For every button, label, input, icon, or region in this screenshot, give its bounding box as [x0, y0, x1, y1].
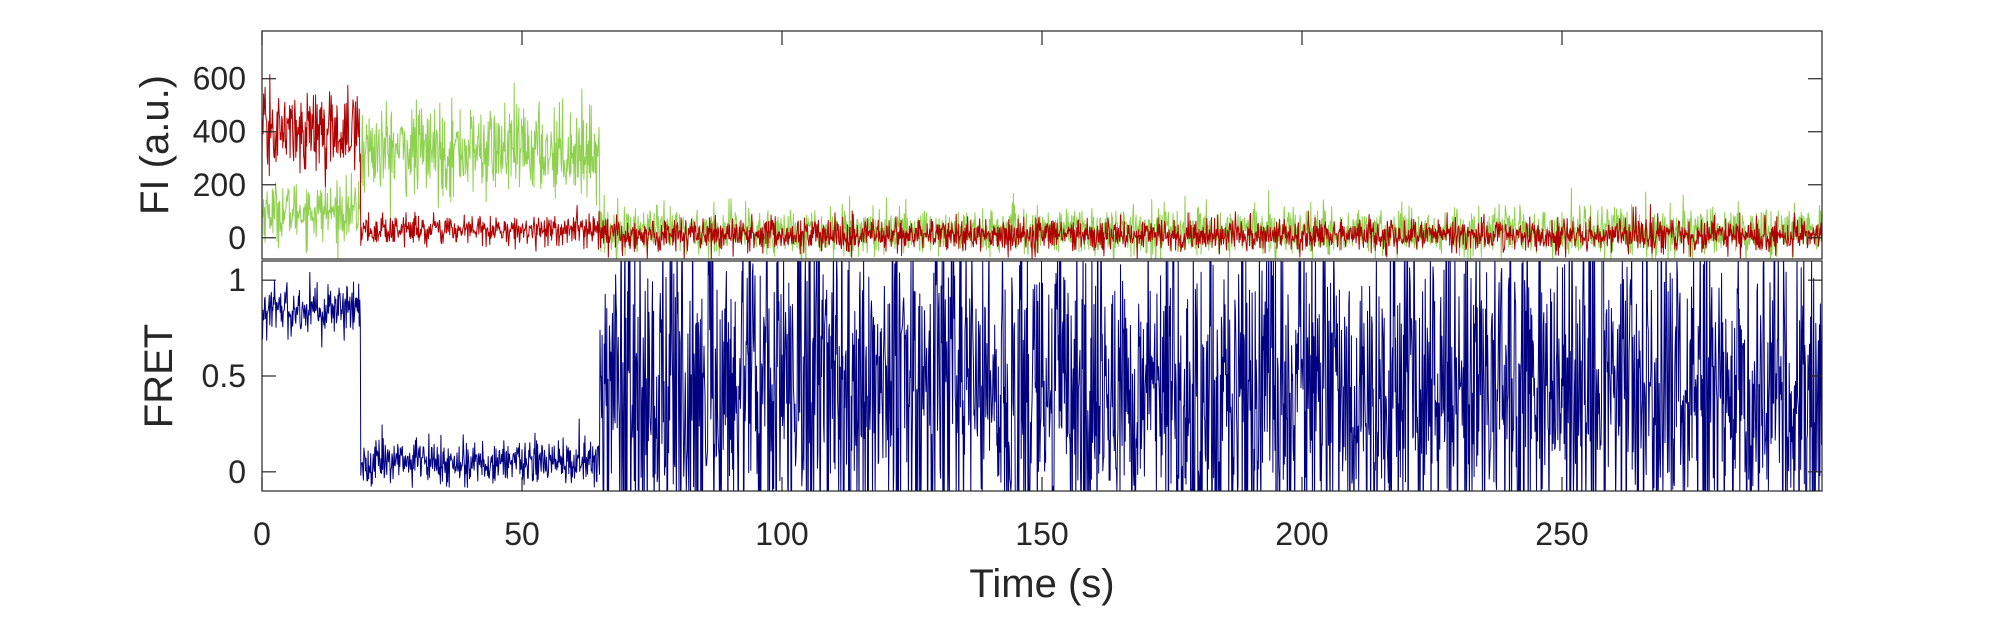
fret-axes-box: [261, 260, 1823, 492]
series-line-fi-0: [262, 82, 1822, 259]
fi-panel: 0 200 400 600 FI (a.u.): [133, 30, 1823, 260]
fi-y-tick-label: 0: [228, 220, 246, 256]
fi-y-ticks: 0 200 400 600: [193, 61, 1822, 256]
fi-y-axis-title: FI (a.u.): [133, 75, 177, 215]
x-tick-label: 100: [755, 516, 808, 552]
series-line-fi-1: [262, 74, 1822, 259]
x-axis-title: Time (s): [969, 562, 1114, 606]
fi-traces: [262, 74, 1822, 259]
fret-y-ticks: 00.51: [202, 262, 1822, 490]
x-tick-label: 200: [1275, 516, 1328, 552]
fi-y-tick-label: 400: [193, 114, 246, 150]
fret-y-tick-label: 1: [228, 262, 246, 298]
x-tick-label: 150: [1015, 516, 1068, 552]
x-ticks: 0 50 100 150 200 250: [253, 31, 1589, 552]
fret-y-axis-title: FRET: [137, 324, 181, 428]
fret-panel: 00.51 0 50 100 150 200 250 FRET Time (s): [137, 31, 1823, 606]
x-tick-label: 0: [253, 516, 271, 552]
fi-y-tick-label: 200: [193, 167, 246, 203]
fi-y-tick-label: 600: [193, 61, 246, 97]
fret-y-tick-label: 0.5: [202, 358, 246, 394]
x-tick-label: 50: [504, 516, 540, 552]
fret-y-tick-label: 0: [228, 454, 246, 490]
x-tick-label: 250: [1535, 516, 1588, 552]
fret-traces: [262, 261, 1822, 491]
series-line-fret-0: [262, 261, 1822, 491]
